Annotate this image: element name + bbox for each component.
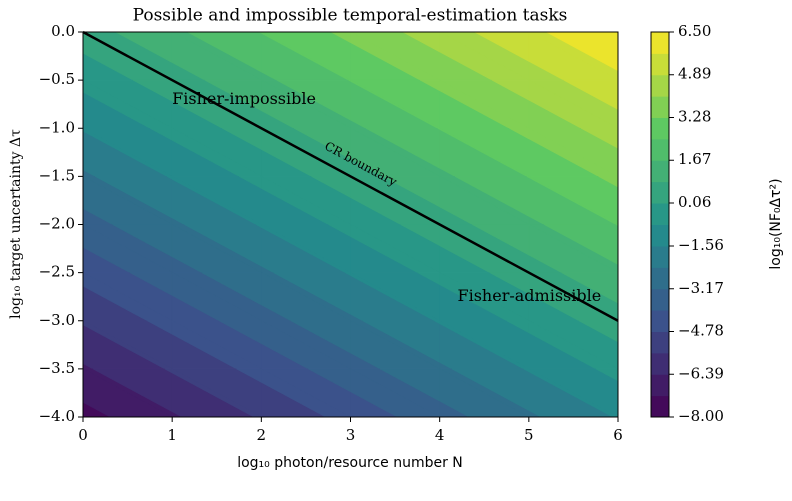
- colorbar-frame: [650, 31, 670, 418]
- colorbar-tick-label: −3.17: [678, 279, 724, 297]
- colorbar-band: [651, 53, 669, 76]
- y-tick-label: −2.0: [39, 215, 75, 233]
- colorbar-tick-label: 1.67: [678, 150, 711, 168]
- x-tick-label: 2: [257, 426, 267, 444]
- colorbar-label: log₁₀(NF₀Δτ²): [768, 178, 784, 269]
- x-tick-label: 3: [346, 426, 356, 444]
- y-tick-label: −3.5: [39, 359, 75, 377]
- x-tick-label: 4: [435, 426, 445, 444]
- colorbar-band: [651, 117, 669, 140]
- colorbar-band: [651, 181, 669, 204]
- colorbar-tick-label: −8.00: [678, 407, 724, 425]
- colorbar-band: [651, 288, 669, 311]
- annotation: Fisher-admissible: [458, 286, 602, 305]
- y-tick-label: −1.0: [39, 118, 75, 136]
- colorbar-band: [651, 202, 669, 225]
- cr-boundary: [82, 30, 619, 322]
- colorbar-tick-label: 6.50: [678, 22, 711, 40]
- chart-title: Possible and impossible temporal-estimat…: [133, 6, 568, 26]
- y-tick-label: −4.0: [39, 407, 75, 425]
- y-tick-label: 0.0: [51, 22, 75, 40]
- colorbar-tick-label: −4.78: [678, 322, 724, 340]
- colorbar-band: [651, 267, 669, 290]
- colorbar-band: [651, 331, 669, 354]
- y-tick-label: −0.5: [39, 70, 75, 88]
- colorbar-band: [651, 74, 669, 97]
- y-axis-label: log₁₀ target uncertainty Δτ: [8, 129, 24, 319]
- colorbar-band: [651, 395, 669, 418]
- colorbar-tick-label: −1.56: [678, 236, 724, 254]
- annotation: Fisher-impossible: [172, 89, 316, 108]
- x-tick-label: 5: [524, 426, 534, 444]
- colorbar-band: [651, 138, 669, 161]
- colorbar-tick-label: 3.28: [678, 107, 711, 125]
- y-tick-label: −2.5: [39, 263, 75, 281]
- colorbar-band: [651, 160, 669, 183]
- y-tick-label: −1.5: [39, 166, 75, 184]
- x-tick-label: 6: [613, 426, 623, 444]
- x-tick-label: 1: [167, 426, 177, 444]
- colorbar-band: [651, 310, 669, 333]
- colorbar-band: [651, 32, 669, 54]
- y-tick-label: −3.0: [39, 311, 75, 329]
- colorbar-band: [651, 352, 669, 375]
- colorbar-tick-label: 0.06: [678, 193, 711, 211]
- colorbar-band: [651, 224, 669, 247]
- colorbar-band: [651, 246, 669, 268]
- colorbar-tick-label: −6.39: [678, 364, 724, 382]
- colorbar-tick-label: 4.89: [678, 65, 711, 83]
- colorbar-band: [651, 374, 669, 397]
- colorbar-band: [651, 96, 669, 118]
- x-axis-label: log₁₀ photon/resource number N: [237, 455, 463, 471]
- x-tick-label: 0: [78, 426, 88, 444]
